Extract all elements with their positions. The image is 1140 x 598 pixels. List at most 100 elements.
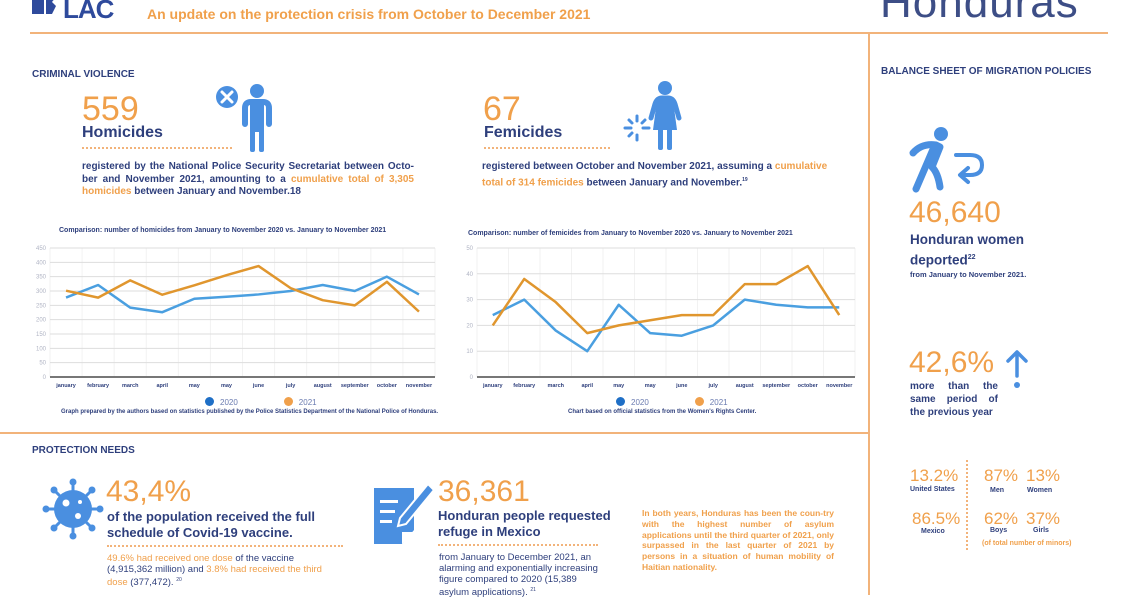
- legend-dot-2021-icon: [284, 397, 293, 406]
- legend-label: 2020: [220, 398, 238, 407]
- y-tick-label: 50: [39, 361, 46, 367]
- legend-dot-2020-icon: [205, 397, 214, 406]
- increase-label: more than the same period of the previou…: [910, 380, 998, 419]
- femicides-desc-text: registered between October and November …: [482, 161, 775, 172]
- legend-item-2020: 2020: [616, 397, 649, 407]
- y-tick-label: 350: [36, 275, 47, 281]
- header-divider: [30, 32, 1108, 34]
- vertical-divider: [868, 33, 870, 595]
- y-tick-label: 150: [36, 332, 47, 338]
- femicides-dotted-line: [484, 147, 610, 149]
- asylum-note: In both years, Honduras has been the cou…: [642, 508, 834, 573]
- y-tick-label: 400: [36, 260, 47, 266]
- x-tick-label: june: [252, 383, 264, 389]
- x-tick-label: april: [581, 383, 593, 389]
- y-tick-label: 250: [36, 303, 47, 309]
- boys-label: Boys: [990, 527, 1007, 534]
- legend-item-2021: 2021: [284, 397, 317, 407]
- x-tick-label: june: [675, 383, 687, 389]
- homicides-chart-note: Graph prepared by the authors based on s…: [61, 409, 438, 415]
- girls-label: Girls: [1033, 527, 1049, 534]
- femicides-label: Femicides: [484, 124, 562, 142]
- x-tick-label: april: [156, 383, 168, 389]
- document-pen-icon: [372, 480, 436, 546]
- stats-dotted-divider: [966, 460, 968, 550]
- up-arrow-icon: [1005, 348, 1029, 392]
- y-tick-label: 0: [470, 375, 474, 381]
- legend-dot-2020-icon: [616, 397, 625, 406]
- x-tick-label: november: [406, 383, 433, 389]
- vaccine-number: 43,4%: [106, 475, 191, 509]
- vaccine-footnote: 20: [176, 577, 182, 583]
- x-tick-label: september: [341, 383, 370, 389]
- mx-pct: 86.5%: [912, 509, 960, 529]
- x-tick-label: february: [513, 383, 536, 389]
- y-tick-label: 200: [36, 318, 47, 324]
- y-tick-label: 30: [466, 298, 473, 304]
- legend-label: 2021: [710, 398, 728, 407]
- deported-number: 46,640: [909, 196, 1001, 230]
- femicides-chart-title: Comparison: number of femicides from Jan…: [468, 230, 793, 237]
- y-tick-label: 0: [43, 375, 47, 381]
- deported-label: Honduran women deported22: [910, 231, 1060, 270]
- femicides-description: registered between October and November …: [482, 161, 842, 189]
- y-tick-label: 300: [36, 289, 47, 295]
- men-label: Men: [990, 487, 1004, 494]
- person-woman-icon: [615, 80, 690, 156]
- header-subtitle: An update on the protection crisis from …: [147, 6, 590, 22]
- boys-pct: 62%: [984, 509, 1018, 529]
- legend-dot-2021-icon: [695, 397, 704, 406]
- homicides-desc-text-end: between January and November.18: [131, 186, 301, 197]
- x-tick-label: july: [708, 383, 719, 389]
- x-tick-label: october: [798, 383, 819, 389]
- mx-label: Mexico: [921, 528, 945, 535]
- x-tick-label: november: [826, 383, 853, 389]
- girls-pct: 37%: [1026, 509, 1060, 529]
- refuge-number: 36,361: [438, 475, 530, 509]
- refuge-detail: from January to December 2021, an alarmi…: [439, 552, 609, 598]
- x-tick-label: october: [377, 383, 398, 389]
- femicides-footnote: 19: [742, 177, 748, 183]
- x-tick-label: september: [762, 383, 791, 389]
- us-pct: 13.2%: [910, 466, 958, 486]
- refuge-detail-text: from January to December 2021, an alarmi…: [439, 552, 598, 598]
- x-tick-label: march: [547, 383, 564, 389]
- deported-footnote: 22: [968, 254, 976, 261]
- x-tick-label: may: [613, 383, 625, 389]
- x-tick-label: july: [285, 383, 296, 389]
- x-tick-label: january: [55, 383, 77, 389]
- femicides-chart-note: Chart based on official statistics from …: [568, 409, 756, 415]
- criminal-violence-title: CRIMINAL VIOLENCE: [32, 69, 135, 80]
- x-tick-label: may: [221, 383, 233, 389]
- legend-item-2020: 2020: [205, 397, 238, 407]
- vaccine-detail: 49.6% had received one dose of the vacci…: [107, 553, 332, 588]
- vaccine-label: of the population received the full sche…: [107, 509, 332, 541]
- homicides-chart-title: Comparison: number of homicides from Jan…: [59, 227, 386, 234]
- homicides-chart-legend: 2020 2021: [205, 397, 317, 407]
- lac-logo: LAC: [30, 0, 120, 24]
- x-tick-label: may: [189, 383, 201, 389]
- vaccine-detail-text-end: (377,472).: [128, 577, 177, 588]
- increase-number: 42,6%: [909, 346, 994, 380]
- homicides-label: Homicides: [82, 124, 163, 142]
- women-label: Women: [1027, 487, 1052, 494]
- deported-label-text: Honduran women deported: [910, 232, 1024, 268]
- y-tick-label: 10: [466, 349, 473, 355]
- deportation-person-icon: [908, 125, 990, 193]
- x-tick-label: may: [645, 383, 657, 389]
- homicides-dotted-line: [82, 147, 232, 149]
- country-title: Honduras: [880, 0, 1079, 28]
- virus-icon: [42, 478, 104, 540]
- refuge-footnote: 21: [530, 587, 536, 593]
- vaccine-dotted-line: [107, 545, 343, 547]
- women-pct: 13%: [1026, 466, 1060, 486]
- protection-needs-title: PROTECTION NEEDS: [32, 445, 135, 456]
- legend-label: 2021: [299, 398, 317, 407]
- homicides-description: registered by the National Police Securi…: [82, 161, 414, 199]
- x-tick-label: february: [87, 383, 110, 389]
- us-label: United States: [910, 486, 955, 493]
- men-pct: 87%: [984, 466, 1018, 486]
- migration-title: BALANCE SHEET OF MIGRATION POLICIES: [881, 66, 1091, 77]
